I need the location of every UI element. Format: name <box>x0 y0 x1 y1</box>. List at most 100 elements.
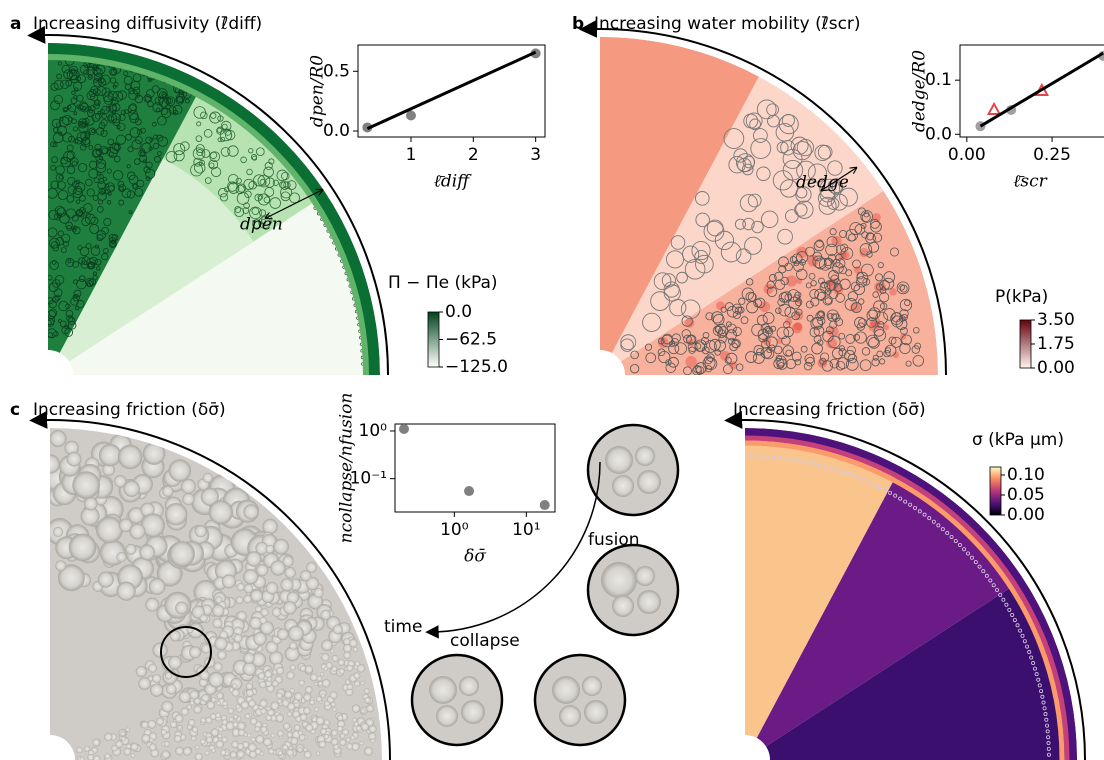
droplet <box>84 497 97 510</box>
droplet <box>310 673 318 681</box>
droplet <box>330 691 338 699</box>
droplet <box>76 747 83 754</box>
droplet <box>188 719 195 726</box>
droplet <box>175 714 184 723</box>
colorbar-tick-label: 0.05 <box>1007 485 1045 505</box>
droplet <box>263 738 272 747</box>
droplet <box>69 534 97 562</box>
colorbar-tick-label: −62.5 <box>445 330 497 350</box>
droplet <box>459 676 479 696</box>
droplet <box>260 617 267 624</box>
zoom-disk <box>412 655 502 745</box>
droplet <box>115 740 123 748</box>
droplet <box>271 733 276 738</box>
droplet <box>353 647 358 652</box>
droplet <box>264 670 272 678</box>
colorbar-label: σ (kPa µm) <box>972 430 1064 450</box>
droplet <box>872 213 881 222</box>
droplet <box>208 672 224 688</box>
droplet <box>261 608 269 616</box>
droplet <box>72 471 100 499</box>
droplet <box>147 720 156 729</box>
droplet <box>685 356 696 367</box>
droplet <box>351 735 356 740</box>
droplet <box>320 672 324 676</box>
droplet <box>161 750 169 758</box>
inset-chart: 1230.00.5ℓ̄diffdpen/R0 <box>308 45 546 192</box>
colorbar <box>1020 320 1031 368</box>
droplet <box>266 582 278 594</box>
droplet <box>277 730 284 737</box>
droplet <box>236 750 244 758</box>
droplet <box>337 715 343 721</box>
droplet <box>218 727 223 732</box>
droplet <box>364 688 370 694</box>
droplet <box>266 545 275 554</box>
droplet <box>290 737 298 745</box>
droplet <box>136 666 147 677</box>
droplet <box>187 704 192 709</box>
droplet <box>322 679 331 688</box>
droplet <box>331 730 338 737</box>
droplet <box>552 676 580 704</box>
droplet <box>276 692 282 698</box>
droplet <box>236 596 244 604</box>
droplet <box>338 659 345 666</box>
colorbar-label: Π − Πe (kPa) <box>388 273 498 293</box>
droplet <box>321 694 325 698</box>
colorbar-tick-label: 0.0 <box>445 302 472 322</box>
droplet <box>637 590 661 614</box>
droplet <box>316 716 325 725</box>
droplet <box>333 744 339 750</box>
droplet <box>164 741 170 747</box>
droplet <box>324 719 330 725</box>
x-tick-label: 10⁰ <box>440 520 469 540</box>
x-tick-label: 10¹ <box>512 520 540 540</box>
droplet <box>283 601 296 614</box>
droplet <box>217 692 224 699</box>
droplet <box>200 739 206 745</box>
droplet <box>143 442 166 465</box>
droplet <box>213 662 222 671</box>
droplet <box>129 523 145 539</box>
droplet <box>139 545 155 561</box>
droplet <box>314 588 324 598</box>
droplet <box>96 516 123 543</box>
droplet <box>366 705 374 713</box>
droplet <box>237 583 245 591</box>
y-tick-label: 10⁰ <box>359 421 388 441</box>
droplet <box>290 665 296 671</box>
zoom-disk <box>588 425 678 515</box>
droplet <box>236 704 241 709</box>
droplet <box>161 729 167 735</box>
droplet <box>232 689 240 697</box>
droplet <box>117 582 136 601</box>
droplet <box>150 683 163 696</box>
droplet <box>346 665 353 672</box>
droplet <box>305 665 313 673</box>
droplet <box>243 569 258 584</box>
droplet <box>237 743 244 750</box>
droplet <box>233 722 239 728</box>
droplet <box>234 634 243 643</box>
droplet <box>248 700 256 708</box>
droplet <box>259 681 266 688</box>
colorbar-tick-label: −125.0 <box>445 357 508 377</box>
colorbar-tick-label: 3.50 <box>1037 310 1075 330</box>
droplet <box>215 713 221 719</box>
droplet <box>324 701 330 707</box>
droplet <box>353 672 360 679</box>
droplet <box>277 628 289 640</box>
droplet <box>212 605 224 617</box>
droplet <box>182 493 194 505</box>
droplet <box>178 725 183 730</box>
panel-letter: a <box>10 14 21 34</box>
droplet <box>148 664 157 673</box>
droplet <box>461 700 485 724</box>
droplet <box>241 701 249 709</box>
colorbar-tick-label: 1.75 <box>1037 334 1075 354</box>
droplet <box>104 733 113 742</box>
droplet <box>582 676 602 696</box>
droplet <box>209 500 233 524</box>
droplet <box>267 677 272 682</box>
